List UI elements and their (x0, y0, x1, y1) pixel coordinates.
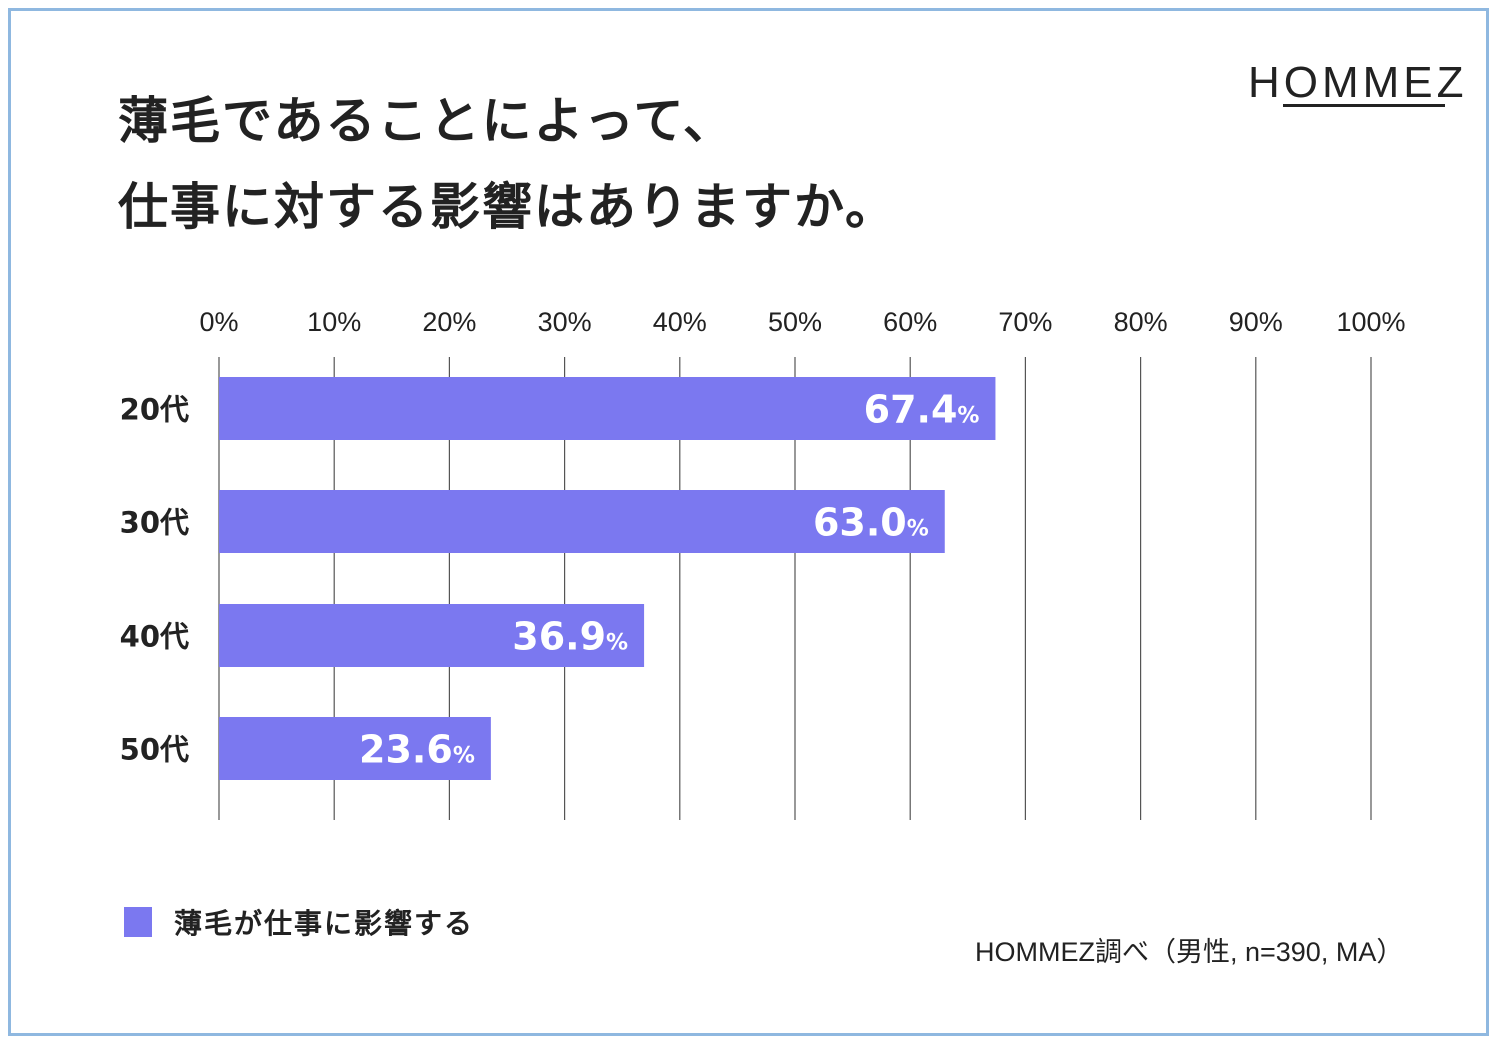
x-tick-label: 0% (199, 307, 238, 337)
chart-frame (8, 8, 1489, 1036)
bar (219, 604, 645, 667)
x-tick-label: 40% (653, 307, 707, 337)
data-label: 36.9% (512, 615, 628, 659)
x-tick-label: 50% (768, 307, 822, 337)
category-label: 40代 (120, 620, 189, 654)
category-label: 30代 (120, 506, 189, 540)
data-label: 63.0% (813, 501, 929, 545)
category-label: 20代 (120, 393, 189, 427)
data-label: 23.6% (359, 728, 475, 772)
title-line-2: 仕事に対する影響はありますか。 (118, 178, 897, 236)
chart-title: 薄毛であることによって、 仕事に対する影響はありますか。 (118, 78, 897, 250)
x-tick-label: 100% (1336, 307, 1405, 337)
category-label: 50代 (120, 733, 189, 767)
legend-swatch (124, 907, 152, 937)
x-tick-label: 70% (998, 307, 1052, 337)
bar (219, 490, 945, 553)
x-tick-label: 90% (1229, 307, 1283, 337)
brand-logo: HOMMEZ (1248, 58, 1468, 107)
x-tick-label: 30% (538, 307, 592, 337)
x-tick-label: 10% (307, 307, 361, 337)
source-note: HOMMEZ調べ（男性, n=390, MA） (975, 937, 1404, 967)
legend: 薄毛が仕事に影響する (124, 902, 474, 942)
data-label: 67.4% (864, 388, 980, 432)
title-line-1: 薄毛であることによって、 (118, 92, 735, 150)
logo-underline (1283, 104, 1445, 107)
bar (219, 717, 491, 780)
legend-label: 薄毛が仕事に影響する (174, 907, 475, 940)
x-tick-label: 20% (422, 307, 476, 337)
x-tick-label: 80% (1114, 307, 1168, 337)
bar (219, 377, 996, 440)
x-tick-label: 60% (883, 307, 937, 337)
